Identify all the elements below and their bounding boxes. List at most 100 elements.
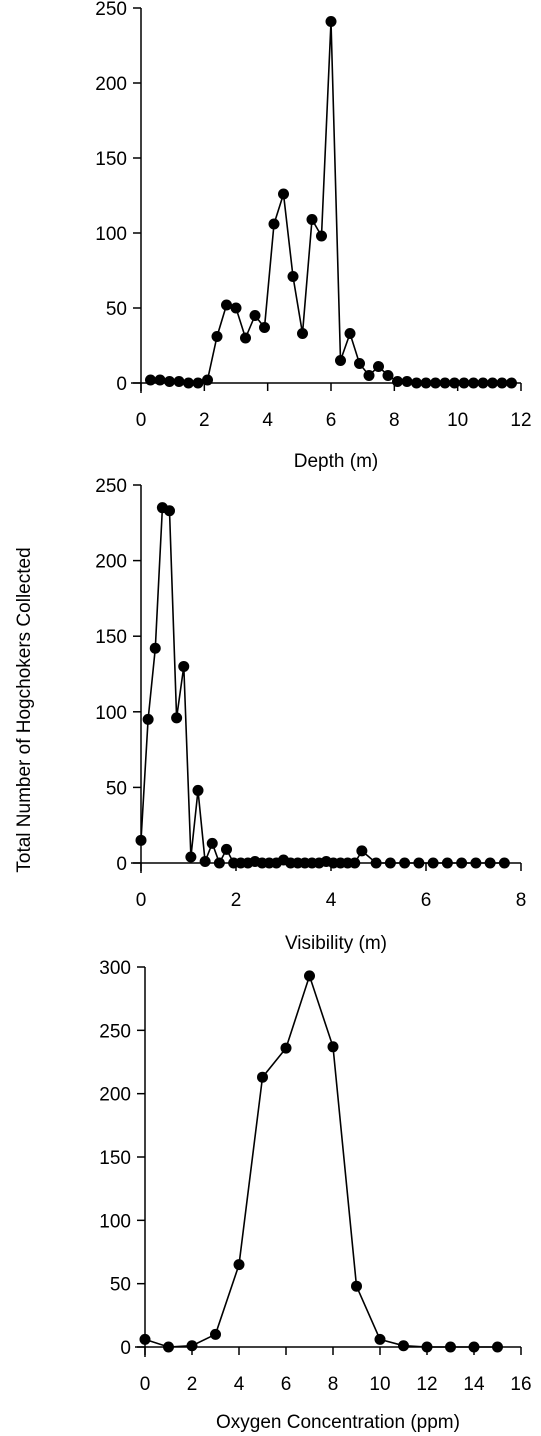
data-point bbox=[370, 857, 382, 869]
data-point bbox=[458, 377, 470, 389]
data-point bbox=[354, 358, 365, 369]
y-tick-label: 100 bbox=[95, 703, 127, 724]
data-point bbox=[498, 857, 510, 869]
data-point bbox=[257, 1071, 268, 1083]
data-point bbox=[192, 377, 204, 389]
x-axis-label: Visibility (m) bbox=[285, 933, 387, 954]
x-tick-label: 8 bbox=[389, 410, 400, 431]
data-point bbox=[506, 377, 517, 389]
x-axis-label: Depth (m) bbox=[294, 451, 378, 472]
x-tick-label: 6 bbox=[281, 1374, 292, 1395]
x-tick-label: 14 bbox=[463, 1374, 485, 1395]
data-point bbox=[164, 376, 175, 387]
data-point bbox=[420, 377, 432, 389]
data-point bbox=[468, 1341, 480, 1353]
data-point bbox=[268, 218, 280, 230]
data-point bbox=[456, 857, 468, 869]
x-tick-label: 0 bbox=[136, 410, 147, 431]
data-point bbox=[325, 16, 337, 27]
data-point bbox=[421, 1341, 433, 1353]
y-tick-label: 250 bbox=[95, 0, 127, 20]
data-point bbox=[441, 857, 453, 869]
data-point bbox=[135, 834, 147, 846]
data-point bbox=[427, 857, 439, 869]
data-point bbox=[496, 377, 508, 389]
data-point bbox=[445, 1341, 456, 1353]
data-point bbox=[374, 1333, 386, 1345]
data-point bbox=[373, 361, 384, 372]
data-point bbox=[259, 322, 270, 333]
data-point bbox=[349, 857, 361, 869]
x-tick-label: 4 bbox=[262, 410, 273, 431]
x-tick-label: 8 bbox=[516, 890, 527, 911]
data-point bbox=[363, 370, 375, 381]
x-tick-label: 0 bbox=[140, 1374, 151, 1395]
data-point bbox=[213, 857, 225, 869]
data-point bbox=[211, 331, 223, 342]
data-point bbox=[399, 857, 411, 869]
data-point bbox=[449, 377, 460, 389]
data-point bbox=[351, 1280, 362, 1292]
x-axis-label: Oxygen Concentration (ppm) bbox=[216, 1412, 460, 1433]
x-tick-label: 6 bbox=[421, 890, 432, 911]
data-point bbox=[199, 855, 211, 867]
series-line bbox=[150, 21, 512, 384]
y-tick-label: 150 bbox=[95, 627, 127, 648]
x-tick-label: 2 bbox=[187, 1374, 198, 1395]
data-point bbox=[477, 377, 489, 389]
data-point bbox=[401, 376, 413, 387]
x-tick-label: 12 bbox=[416, 1374, 437, 1395]
y-tick-label: 300 bbox=[99, 958, 131, 979]
data-point bbox=[192, 784, 204, 796]
data-point bbox=[392, 376, 403, 387]
data-point bbox=[154, 374, 166, 386]
y-tick-label: 200 bbox=[95, 74, 127, 95]
data-point bbox=[411, 377, 422, 389]
data-point bbox=[398, 1340, 409, 1352]
y-tick-label: 150 bbox=[99, 1148, 131, 1169]
y-tick-label: 250 bbox=[95, 476, 127, 497]
data-point bbox=[163, 1341, 174, 1353]
y-tick-label: 0 bbox=[116, 374, 127, 395]
data-point bbox=[297, 328, 308, 339]
data-point bbox=[185, 851, 197, 863]
x-tick-label: 6 bbox=[326, 410, 337, 431]
x-tick-label: 8 bbox=[328, 1374, 339, 1395]
data-point bbox=[280, 1042, 292, 1054]
data-point bbox=[145, 374, 156, 386]
data-point bbox=[183, 377, 194, 389]
y-tick-label: 50 bbox=[110, 1275, 131, 1296]
data-point bbox=[202, 374, 213, 386]
data-point bbox=[278, 188, 289, 200]
x-tick-label: 16 bbox=[510, 1374, 531, 1395]
data-point bbox=[149, 642, 161, 654]
data-point bbox=[316, 230, 327, 242]
data-point bbox=[221, 299, 232, 311]
y-tick-label: 100 bbox=[95, 224, 127, 245]
data-point bbox=[210, 1328, 221, 1340]
data-point bbox=[164, 505, 175, 517]
series-line bbox=[140, 506, 505, 865]
x-tick-label: 2 bbox=[199, 410, 210, 431]
data-point bbox=[487, 377, 498, 389]
data-point bbox=[233, 1259, 245, 1271]
y-tick-label: 50 bbox=[106, 299, 127, 320]
panel-visibility: 0 50 100 150 200 250 0 2 4 6 8 Visibility (m) bbox=[95, 476, 526, 954]
x-tick-label: 0 bbox=[136, 890, 147, 911]
data-point bbox=[249, 310, 261, 321]
data-point bbox=[306, 214, 318, 225]
data-point bbox=[178, 660, 190, 672]
x-tick-label: 10 bbox=[369, 1374, 390, 1395]
data-point bbox=[221, 843, 232, 855]
data-point bbox=[304, 970, 315, 982]
data-point bbox=[468, 377, 479, 389]
panel-oxygen: 0 50 100 150 200 250 300 0 2 4 6 8 10 12 14 16 Oxygen Co… bbox=[99, 958, 531, 1433]
data-point bbox=[206, 837, 218, 849]
data-point bbox=[384, 857, 396, 869]
data-point bbox=[230, 302, 242, 314]
series-line bbox=[144, 973, 498, 1348]
data-point bbox=[382, 370, 394, 381]
x-tick-label: 12 bbox=[510, 410, 531, 431]
data-point bbox=[139, 1333, 151, 1345]
